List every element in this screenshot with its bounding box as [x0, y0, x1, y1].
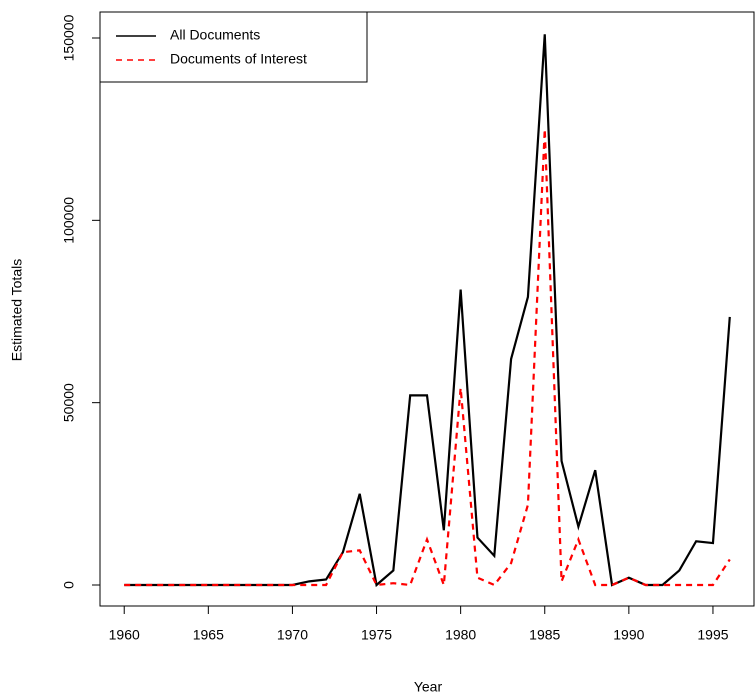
- y-tick-label: 150000: [61, 14, 77, 61]
- x-tick-label: 1995: [697, 627, 728, 643]
- y-tick-label: 0: [61, 581, 77, 589]
- data-line: [124, 129, 731, 587]
- y-tick-label: 50000: [61, 383, 77, 422]
- x-axis-label: Year: [414, 679, 443, 695]
- y-axis-label: Estimated Totals: [9, 259, 25, 361]
- x-tick-label: 1980: [445, 627, 476, 643]
- x-tick-label: 1990: [613, 627, 644, 643]
- data-line: [124, 34, 731, 588]
- x-tick-label: 1965: [193, 627, 224, 643]
- legend-label: Documents of Interest: [170, 51, 307, 67]
- x-tick-label: 1970: [277, 627, 308, 643]
- legend-label: All Documents: [170, 27, 260, 43]
- x-tick-label: 1975: [361, 627, 392, 643]
- plot-frame: [99, 11, 755, 607]
- y-tick-label: 100000: [61, 197, 77, 244]
- legend-box: [99, 11, 368, 83]
- x-tick-label: 1985: [529, 627, 560, 643]
- x-tick-label: 1960: [109, 627, 140, 643]
